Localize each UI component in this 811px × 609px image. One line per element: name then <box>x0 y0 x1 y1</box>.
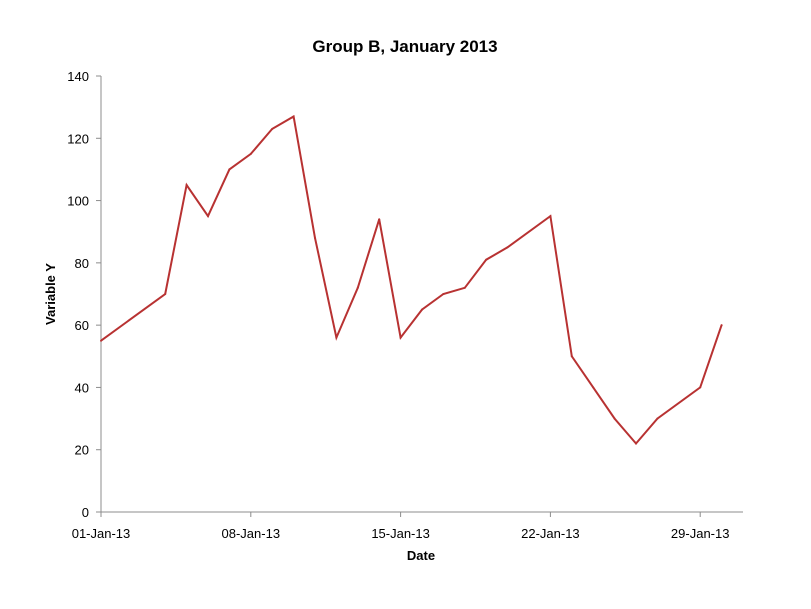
y-tick-label: 80 <box>75 256 89 271</box>
data-point <box>720 324 723 327</box>
data-point <box>185 184 188 186</box>
plot-area <box>100 114 723 446</box>
data-point <box>613 417 616 420</box>
data-point <box>570 355 573 358</box>
y-tick-label: 140 <box>67 69 89 84</box>
data-point <box>421 308 423 311</box>
data-point <box>506 246 509 249</box>
x-tick-label: 08-Jan-13 <box>222 526 281 541</box>
data-point <box>485 258 488 261</box>
y-tick-label: 60 <box>75 318 89 333</box>
data-point <box>164 293 167 295</box>
data-point <box>249 152 252 155</box>
data-point <box>442 293 445 295</box>
data-point <box>314 236 316 239</box>
data-point <box>378 218 381 221</box>
x-tick-label: 15-Jan-13 <box>371 526 430 541</box>
y-axis: 0 20 40 60 80 100 120 140 <box>67 69 102 520</box>
y-tick-label: 40 <box>75 380 89 395</box>
data-point <box>207 215 209 218</box>
data-point <box>699 386 702 389</box>
data-point <box>399 336 402 339</box>
y-axis-title: Variable Y <box>43 263 58 325</box>
data-point <box>635 442 637 445</box>
data-point <box>271 127 274 130</box>
x-tick-label: 01-Jan-13 <box>72 526 131 541</box>
data-point <box>292 115 295 118</box>
data-point <box>228 168 231 171</box>
data-point <box>356 286 359 289</box>
y-tick-label: 20 <box>75 443 89 458</box>
data-point <box>463 286 466 289</box>
data-point <box>592 386 595 389</box>
data-point <box>549 215 552 218</box>
x-axis: 01-Jan-13 08-Jan-13 15-Jan-13 22-Jan-13 29-J… <box>72 511 743 541</box>
data-point <box>100 339 102 342</box>
x-tick-label: 29-Jan-13 <box>671 526 730 541</box>
x-tick-label: 22-Jan-13 <box>521 526 580 541</box>
y-tick-label: 100 <box>67 194 89 209</box>
x-axis-title: Date <box>407 548 435 563</box>
data-point <box>335 336 338 339</box>
series-line <box>100 114 723 446</box>
chart-title: Group B, January 2013 <box>312 37 497 56</box>
data-point <box>656 417 659 420</box>
y-tick-label: 0 <box>82 505 89 520</box>
y-tick-label: 120 <box>67 131 89 146</box>
